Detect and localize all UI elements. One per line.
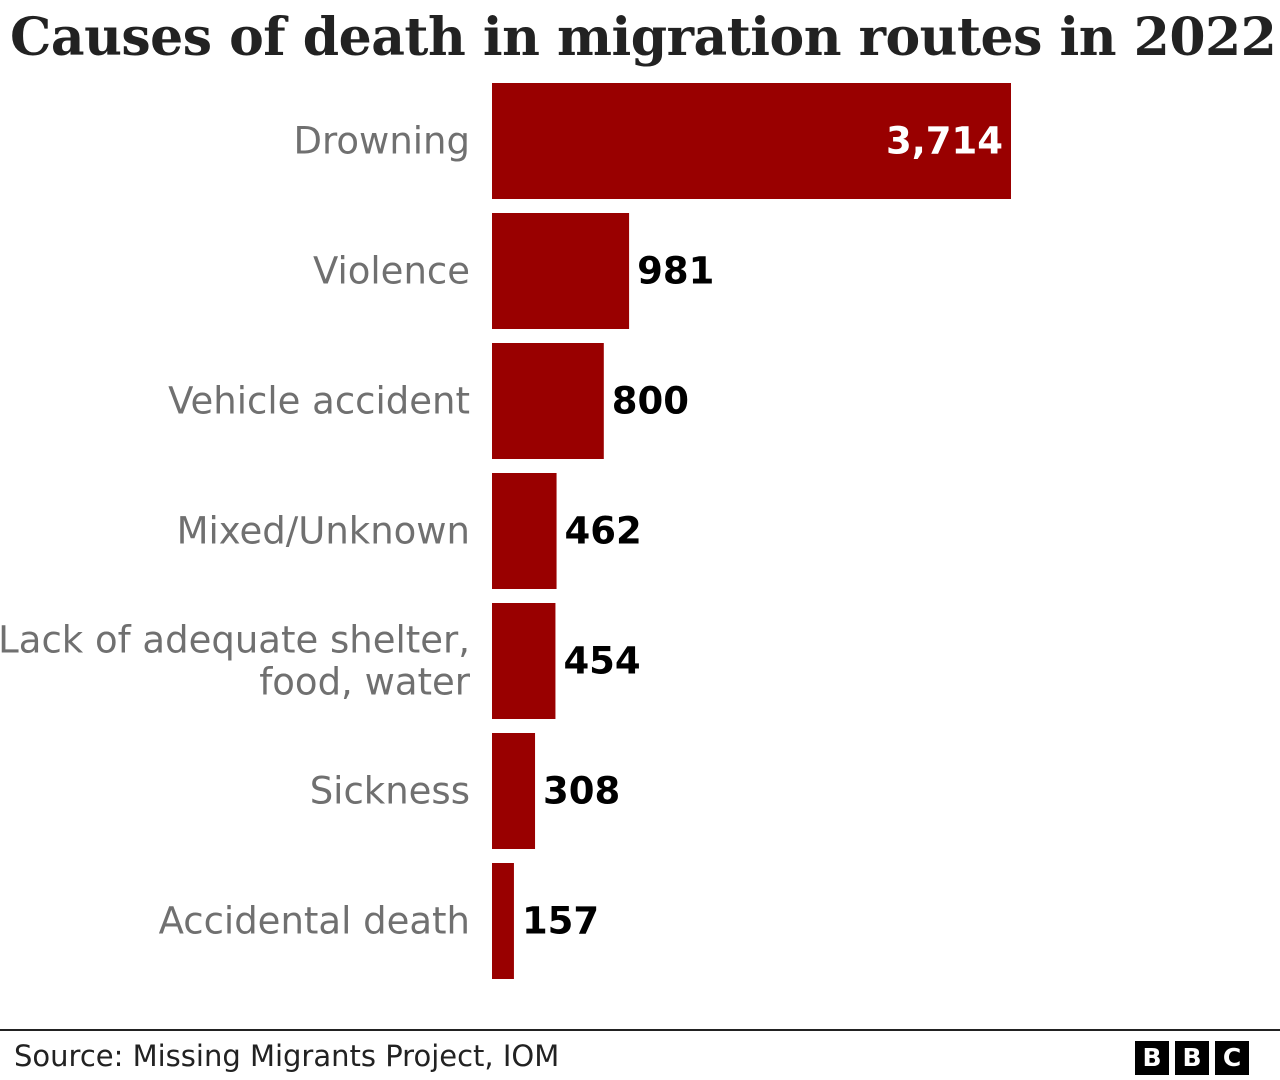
bar-mixed-unknown [492,473,557,589]
bar-accidental-death [492,863,514,979]
bar-chart: Drowning 3,714 Violence 981 Vehicle accident… [0,83,1011,979]
bbc-logo-letter: C [1215,1041,1249,1075]
bar-vehicle-accident [492,343,604,459]
category-label-drowning: Drowning [294,120,470,163]
value-label-accidental-death: 157 [522,900,599,943]
category-label-lack-of-adequate-shelter-food-water: Lack of adequate shelter, food, water [0,619,471,704]
bar-lack-of-adequate-shelter-food-water [492,603,556,719]
category-label-accidental-death: Accidental death [159,900,470,943]
bbc-logo: B B C [1135,1041,1249,1075]
bar-drowning [492,83,1011,199]
value-label-sickness: 308 [543,770,620,813]
value-label-drowning: 3,714 [886,120,1003,163]
value-label-mixed-unknown: 462 [565,510,642,553]
category-label-mixed-unknown: Mixed/Unknown [177,510,470,553]
category-label-sickness: Sickness [310,770,470,813]
category-label-vehicle-accident: Vehicle accident [168,380,470,423]
chart-title: Causes of death in migration routes in 2… [10,7,1277,68]
bar-violence [492,213,630,329]
value-label-vehicle-accident: 800 [612,380,689,423]
bbc-logo-letter: B [1175,1041,1209,1075]
bar-sickness [492,733,536,849]
value-label-lack-of-adequate-shelter-food-water: 454 [563,640,640,683]
source-note: Source: Missing Migrants Project, IOM [14,1039,560,1073]
footer-divider [0,1029,1280,1031]
bbc-logo-letter: B [1135,1041,1169,1075]
category-label-violence: Violence [313,250,470,293]
value-label-violence: 981 [637,250,714,293]
